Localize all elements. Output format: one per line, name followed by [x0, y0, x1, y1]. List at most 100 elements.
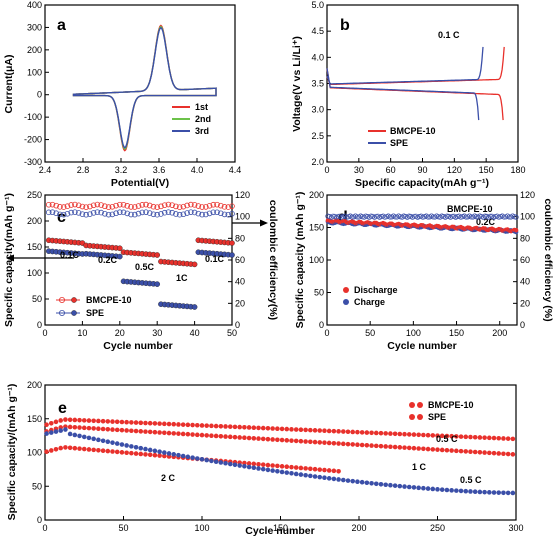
panel-c-ylabel: Specific capacity(mAh g⁻¹) [3, 193, 15, 327]
capacity-point [355, 479, 360, 485]
capacity-point [199, 457, 205, 462]
y2-tick-label: 40 [520, 277, 530, 287]
capacity-point [265, 436, 271, 442]
panel-c-y2label: coulombic efficiency(%) [267, 200, 279, 320]
capacity-point [293, 438, 299, 444]
capacity-point [110, 449, 115, 454]
efficiency-point [75, 202, 82, 209]
capacity-point [430, 486, 436, 492]
capacity-point [425, 446, 431, 452]
x-tick-label: 3.6 [153, 165, 166, 175]
capacity-point [444, 447, 450, 453]
y-tick-label: 50 [32, 481, 42, 491]
efficiency-point [449, 213, 455, 219]
capacity-point [162, 421, 167, 427]
capacity-point [77, 417, 82, 423]
efficiency-point [482, 213, 488, 219]
capacity-point [96, 447, 101, 453]
x-tick-label: 200 [492, 328, 507, 338]
efficiency-point [150, 203, 157, 210]
capacity-point [341, 429, 346, 434]
capacity-point [227, 461, 233, 467]
capacity-point [166, 430, 172, 436]
legend-marker-open [59, 309, 66, 316]
rate-label: 0.5 C [460, 475, 482, 485]
rate-label: 1C [176, 273, 188, 283]
capacity-point [117, 245, 123, 252]
x-tick-label: 4.0 [191, 165, 204, 175]
charge-curve-SPE [326, 46, 484, 85]
efficiency-point [94, 209, 101, 215]
efficiency-point [131, 211, 138, 218]
capacity-point [430, 433, 436, 438]
capacity-point [472, 489, 478, 495]
y2-tick-label: 120 [235, 190, 250, 200]
efficiency-point [124, 203, 131, 209]
capacity-point [96, 426, 101, 432]
capacity-point [378, 430, 384, 436]
rate-label: 1 C [412, 462, 427, 472]
efficiency-point [225, 211, 232, 218]
panel-b-rate: 0.1 C [438, 30, 460, 40]
capacity-point [435, 447, 440, 452]
efficiency-point [94, 201, 101, 208]
cv-curve-3rd [72, 26, 217, 149]
capacity-point [218, 460, 224, 465]
capacity-point [308, 439, 313, 445]
capacity-point [119, 450, 125, 455]
efficiency-point [203, 204, 209, 210]
capacity-point [284, 470, 290, 475]
panel-d-y2label: coulombic efficiency (%) [542, 198, 554, 321]
capacity-point [124, 428, 129, 433]
capacity-point [341, 477, 346, 483]
capacity-point [119, 419, 125, 425]
capacity-point [289, 438, 294, 443]
x-tick-label: 150 [449, 328, 464, 338]
capacity-point [119, 427, 125, 433]
efficiency-point [135, 203, 142, 209]
capacity-point [166, 451, 172, 456]
capacity-point [157, 430, 162, 435]
capacity-point [289, 470, 294, 476]
capacity-point [129, 420, 134, 425]
capacity-point [48, 448, 54, 453]
capacity-point [133, 428, 139, 434]
y2-tick-label: 20 [235, 298, 245, 308]
capacity-point [336, 468, 341, 474]
capacity-point [270, 426, 275, 431]
capacity-point [176, 422, 181, 427]
y2-tick-label: 60 [520, 255, 530, 265]
capacity-point [416, 446, 421, 451]
capacity-point [138, 420, 144, 426]
x-tick-label: 250 [430, 523, 445, 533]
efficiency-point [184, 202, 190, 209]
capacity-point [147, 452, 153, 458]
capacity-point [152, 429, 158, 435]
capacity-point [312, 466, 318, 472]
efficiency-point [64, 210, 71, 217]
capacity-point [265, 467, 271, 473]
capacity-point [204, 457, 210, 463]
y-tick-label: 3.0 [311, 105, 324, 115]
capacity-point [246, 435, 252, 441]
efficiency-point [169, 209, 175, 216]
capacity-point [336, 441, 341, 446]
capacity-point [364, 443, 370, 448]
capacity-point [251, 425, 257, 430]
efficiency-point [105, 211, 112, 218]
efficiency-point [90, 202, 97, 209]
capacity-point [449, 488, 454, 493]
capacity-point [190, 455, 195, 460]
efficiency-point [139, 202, 146, 208]
panel-a-frame [44, 4, 236, 163]
capacity-point [378, 481, 384, 487]
capacity-point [345, 429, 351, 435]
efficiency-point [83, 204, 89, 210]
capacity-point [439, 447, 445, 453]
capacity-point [369, 430, 374, 436]
legend-label: Charge [354, 297, 385, 307]
capacity-point [345, 478, 351, 483]
capacity-point [279, 426, 285, 432]
capacity-point [133, 444, 139, 450]
efficiency-point [98, 202, 104, 208]
